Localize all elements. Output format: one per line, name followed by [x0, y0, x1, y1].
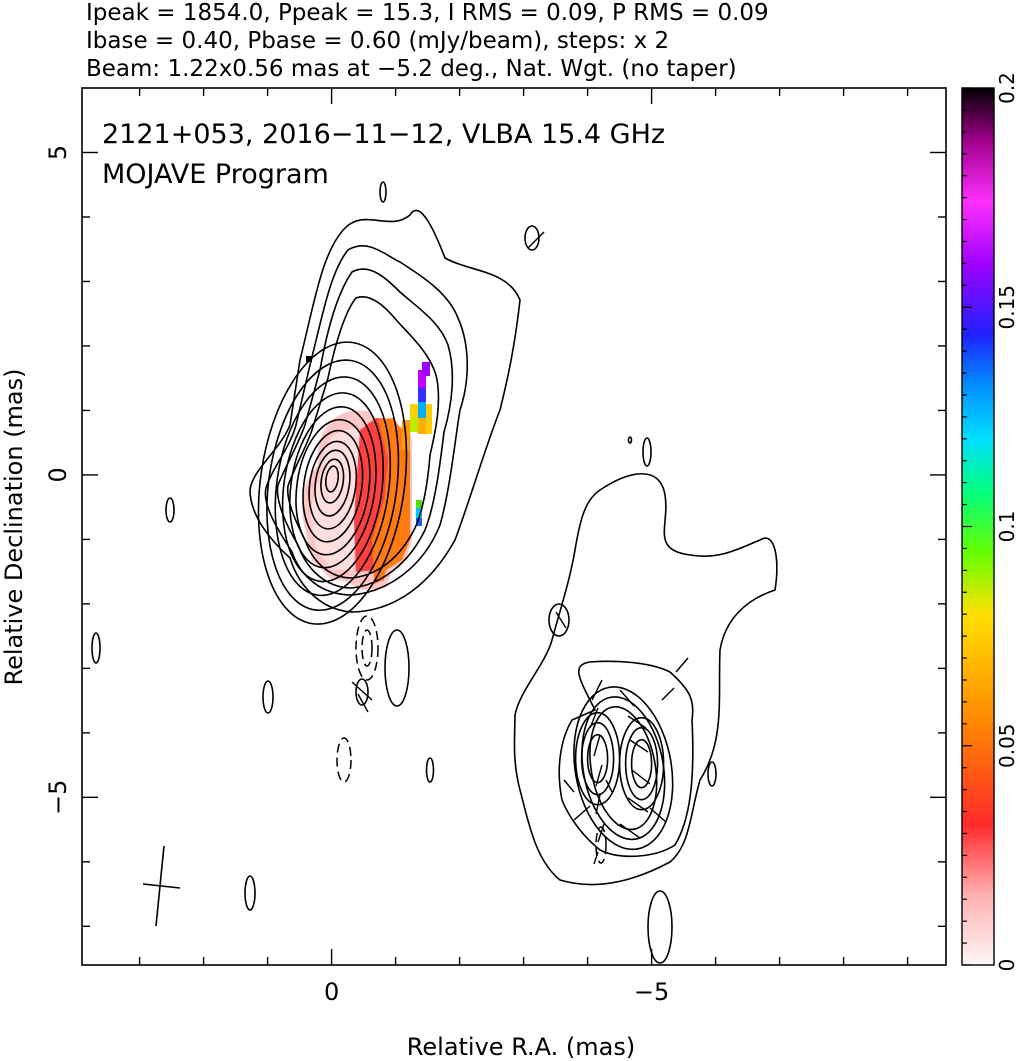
core-contour — [325, 465, 340, 493]
y-tick-label: 0 — [44, 467, 72, 482]
colorbar-tick-label: 0.05 — [995, 723, 1019, 768]
core-contour — [257, 341, 408, 625]
colorbar: 0 0.05 0.1 0.15 0.2 — [961, 72, 1019, 971]
header-line-2: Ibase = 0.40, Pbase = 0.60 (mJy/beam), s… — [86, 28, 669, 54]
colorbar-tick-label: 0.2 — [995, 72, 1019, 104]
axis-ticks — [82, 88, 946, 965]
polarization-color-map — [302, 362, 432, 590]
colorbar-tick-label: 0.15 — [995, 285, 1019, 330]
core-contour — [281, 392, 384, 583]
core-contour — [274, 376, 392, 597]
knot-envelope-contours — [513, 472, 778, 886]
colorbar-ticks — [962, 87, 972, 966]
knot-contour — [589, 706, 658, 831]
axis-tick-labels: 0 −5 5 0 −5 — [44, 145, 669, 1006]
negative-contours — [336, 615, 607, 864]
knot-contour — [618, 716, 665, 811]
core-contour — [302, 429, 364, 543]
colorbar-tick-label: 0 — [995, 959, 1019, 972]
y-axis-label: Relative Declination (mas) — [0, 368, 28, 685]
core-contour — [308, 440, 358, 530]
chart-title: 2121+053, 2016−11−12, VLBA 15.4 GHz — [102, 119, 665, 150]
core-contour — [295, 418, 371, 556]
x-axis-label: Relative R.A. (mas) — [407, 1033, 635, 1061]
x-tick-label: −5 — [634, 978, 669, 1006]
knot-contour — [624, 726, 659, 801]
knot-contour — [580, 721, 615, 796]
colorbar-tick-labels: 0 0.05 0.1 0.15 0.2 — [995, 72, 1019, 971]
core-contour — [289, 405, 377, 569]
x-tick-label: 0 — [324, 978, 339, 1006]
marker-square — [306, 356, 312, 362]
isolated-contours — [91, 181, 717, 964]
knot-contour — [573, 686, 674, 851]
evpa-vectors — [351, 231, 689, 865]
core-contour — [266, 359, 400, 612]
core-contour — [320, 458, 345, 504]
knot-contour — [630, 738, 653, 789]
core-contour — [314, 449, 351, 517]
y-tick-label: −5 — [44, 780, 72, 815]
header-line-1: Ipeak = 1854.0, Ppeak = 15.3, I RMS = 0.… — [86, 0, 769, 26]
chart-subtitle: MOJAVE Program — [102, 159, 329, 190]
plot-frame — [81, 87, 947, 966]
core-contours — [257, 341, 408, 625]
knot-contours — [573, 686, 674, 851]
core-envelope-contours — [249, 209, 521, 613]
beam-ellipse-cross — [142, 845, 181, 927]
header-line-3: Beam: 1.22x0.56 mas at −5.2 deg., Nat. W… — [86, 56, 737, 82]
colorbar-tick-label: 0.1 — [995, 511, 1019, 543]
plot-area: 2121+053, 2016−11−12, VLBA 15.4 GHz MOJA… — [81, 87, 947, 966]
y-tick-label: 5 — [44, 145, 72, 160]
